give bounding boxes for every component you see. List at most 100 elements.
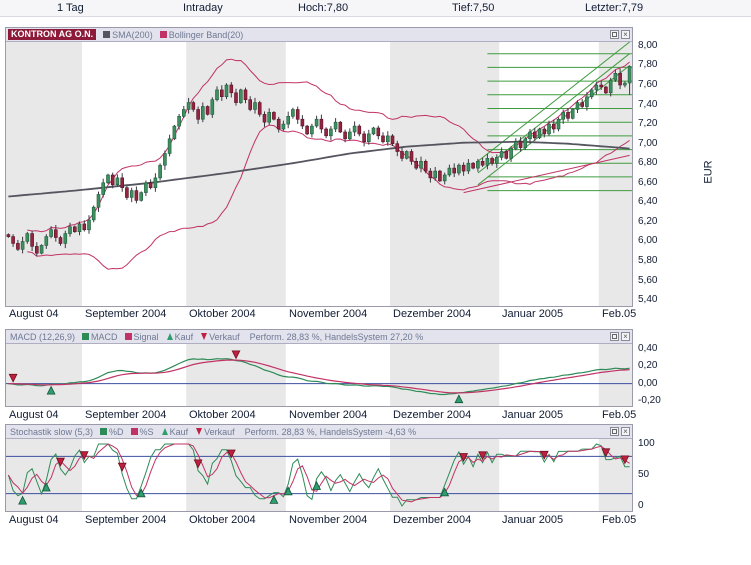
chart-application: 1 Tag Intraday Hoch:7,80 Tief:7,50 Letzt… — [0, 0, 751, 565]
sell-marker-icon — [201, 333, 207, 340]
day-low-label: Tief:7,50 — [452, 2, 494, 14]
stoch-signal-markers — [19, 449, 629, 504]
x-axis-label: November 2004 — [289, 308, 367, 320]
stochastic-chart-canvas[interactable] — [6, 439, 632, 511]
x-axis-label: Oktober 2004 — [189, 409, 256, 421]
maximize-icon[interactable] — [610, 332, 619, 341]
panel-window-controls: × — [610, 332, 630, 341]
y-tick-label: 0,00 — [638, 379, 657, 389]
y-tick-label: 5,40 — [638, 295, 657, 305]
macd-legend-label: MACD — [91, 332, 118, 342]
x-axis-label: Dezember 2004 — [393, 514, 471, 526]
macd-chart-canvas[interactable] — [6, 344, 632, 406]
month-stripes — [6, 344, 632, 406]
maximize-icon[interactable] — [610, 30, 619, 39]
price-chart-panel: KONTRON AG O.N. SMA(200) Bollinger Band(… — [5, 27, 633, 307]
percent-d-line — [8, 444, 629, 506]
macd-line — [8, 359, 629, 395]
stochastic-x-axis: August 04 September 2004 Oktober 2004 Novem… — [6, 514, 634, 526]
y-tick-label: 6,40 — [638, 197, 657, 207]
y-tick-label: 8,00 — [638, 41, 657, 51]
x-axis-label: Dezember 2004 — [393, 308, 471, 320]
y-tick-label: 6,00 — [638, 236, 657, 246]
stochastic-panel-title: Stochastik slow (5,3) — [10, 427, 93, 437]
y-tick-label: 7,40 — [638, 100, 657, 110]
signal-line — [8, 360, 629, 393]
macd-performance-label: Perform. 28,83 %, HandelsSystem 27,20 % — [250, 332, 424, 342]
instrument-legend-chip: KONTRON AG O.N. — [8, 29, 96, 40]
x-axis-label: August 04 — [9, 308, 59, 320]
y-tick-label: 0,40 — [638, 344, 657, 354]
y-tick-label: 6,80 — [638, 158, 657, 168]
percent-s-swatch-icon — [131, 428, 138, 435]
x-axis-label: August 04 — [9, 409, 59, 421]
y-axis-labels: 8,00 7,80 7,60 7,40 7,20 7,00 6,80 6,60 6,40 6,20… — [638, 0, 683, 565]
x-axis-label: Feb.05 — [602, 409, 636, 421]
percent-d-legend-label: %D — [109, 427, 124, 437]
stochastic-performance-label: Perform. 28,83 %, HandelsSystem -4,63 % — [245, 427, 417, 437]
y-axis-unit-label: EUR — [703, 160, 715, 183]
day-high-label: Hoch:7,80 — [298, 2, 348, 14]
y-tick-label: 50 — [638, 470, 649, 480]
x-axis-label: Januar 2005 — [502, 514, 563, 526]
x-axis-label: September 2004 — [85, 409, 166, 421]
buy-marker-icon — [167, 333, 173, 340]
buy-legend-label: Kauf — [175, 332, 194, 342]
price-x-axis: August 04 September 2004 Oktober 2004 Novem… — [6, 308, 634, 320]
sma-swatch-icon — [103, 31, 110, 38]
y-tick-label: 7,80 — [638, 60, 657, 70]
y-tick-label: 100 — [638, 439, 655, 449]
y-tick-label: 6,60 — [638, 178, 657, 188]
stochastic-legend-bar: Stochastik slow (5,3) %D %S Kauf Verkauf… — [6, 425, 632, 439]
y-tick-label: 6,20 — [638, 217, 657, 227]
x-axis-label: Feb.05 — [602, 308, 636, 320]
bollinger-swatch-icon — [160, 31, 167, 38]
y-tick-label: -0,20 — [638, 396, 661, 406]
y-tick-label: 5,80 — [638, 256, 657, 266]
macd-x-axis: August 04 September 2004 Oktober 2004 Novem… — [6, 409, 634, 421]
x-axis-label: November 2004 — [289, 409, 367, 421]
x-axis-label: Oktober 2004 — [189, 514, 256, 526]
bollinger-legend-label: Bollinger Band(20) — [169, 30, 244, 40]
panel-window-controls: × — [610, 427, 630, 436]
buy-legend-label: Kauf — [170, 427, 189, 437]
sell-marker-icon — [196, 428, 202, 435]
x-axis-label: Feb.05 — [602, 514, 636, 526]
macd-line-swatch-icon — [82, 333, 89, 340]
chart-mode-label: Intraday — [183, 2, 223, 14]
y-tick-label: 0,20 — [638, 361, 657, 371]
y-tick-label: 7,00 — [638, 139, 657, 149]
close-icon[interactable]: × — [621, 332, 630, 341]
x-axis-label: August 04 — [9, 514, 59, 526]
macd-panel-title: MACD (12,26,9) — [10, 332, 75, 342]
x-axis-label: September 2004 — [85, 308, 166, 320]
sma-legend-label: SMA(200) — [112, 30, 153, 40]
signal-swatch-icon — [125, 333, 132, 340]
x-axis-label: September 2004 — [85, 514, 166, 526]
percent-d-swatch-icon — [100, 428, 107, 435]
percent-s-legend-label: %S — [140, 427, 154, 437]
close-icon[interactable]: × — [621, 30, 630, 39]
x-axis-label: Dezember 2004 — [393, 409, 471, 421]
macd-panel: MACD (12,26,9) MACD Signal Kauf Verkauf … — [5, 329, 633, 407]
x-axis-label: November 2004 — [289, 514, 367, 526]
stochastic-panel: Stochastik slow (5,3) %D %S Kauf Verkauf… — [5, 424, 633, 512]
y-tick-label: 7,20 — [638, 119, 657, 129]
y-tick-label: 0 — [638, 501, 644, 511]
x-axis-label: Oktober 2004 — [189, 308, 256, 320]
y-tick-label: 7,60 — [638, 80, 657, 90]
maximize-icon[interactable] — [610, 427, 619, 436]
close-icon[interactable]: × — [621, 427, 630, 436]
sell-legend-label: Verkauf — [209, 332, 240, 342]
y-tick-label: 5,60 — [638, 276, 657, 286]
price-chart-canvas[interactable] — [6, 42, 632, 306]
period-label: 1 Tag — [57, 2, 84, 14]
macd-legend-bar: MACD (12,26,9) MACD Signal Kauf Verkauf … — [6, 330, 632, 344]
price-chart-legend-bar: KONTRON AG O.N. SMA(200) Bollinger Band(… — [6, 28, 632, 42]
bollinger-bands — [27, 59, 629, 269]
x-axis-label: Januar 2005 — [502, 308, 563, 320]
candlesticks — [7, 66, 631, 257]
panel-window-controls: × — [610, 30, 630, 39]
last-price-label: Letzter:7,79 — [585, 2, 643, 14]
signal-legend-label: Signal — [134, 332, 159, 342]
